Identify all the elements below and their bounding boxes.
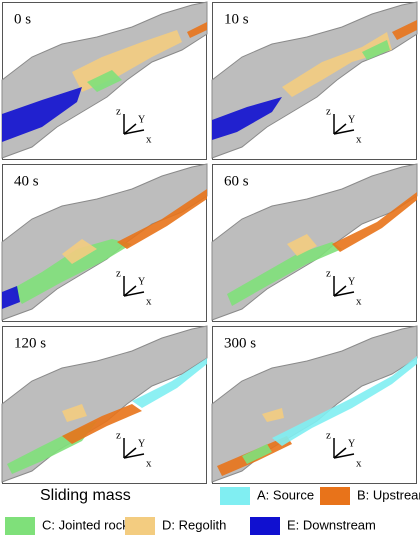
- axis-x: [333, 291, 355, 297]
- axis-z-label: z: [116, 268, 121, 280]
- sliding-mass: [132, 358, 207, 408]
- sliding-mass: [117, 189, 207, 249]
- axis-x-label: x: [146, 134, 152, 146]
- sliding-mass: [227, 242, 342, 306]
- sliding-mass: [242, 444, 272, 464]
- legend-swatch: [220, 487, 250, 505]
- axis-z-label: z: [326, 268, 331, 280]
- time-label: 300 s: [224, 335, 256, 351]
- legend-swatch: [250, 517, 280, 535]
- axis-y-label: Y: [348, 438, 355, 449]
- axis-x-label: x: [146, 458, 152, 470]
- sliding-mass: [12, 239, 132, 304]
- sliding-mass: [282, 32, 392, 97]
- time-label: 40 s: [14, 173, 39, 189]
- sliding-mass: [2, 87, 82, 142]
- axis-z-label: z: [116, 106, 121, 118]
- legend-swatch: [125, 517, 155, 535]
- panel: 40 s z Yx: [1, 163, 208, 322]
- time-label: 10 s: [224, 11, 249, 27]
- sliding-mass: [87, 70, 122, 92]
- axis-y-label: Y: [348, 114, 355, 125]
- axis-y: [333, 447, 347, 459]
- legend-title: Sliding mass: [40, 487, 131, 504]
- time-label: 120 s: [14, 335, 46, 351]
- sliding-mass: [212, 97, 282, 140]
- sliding-mass: [392, 20, 417, 40]
- axis-z-label: z: [116, 430, 121, 442]
- legend-swatch: [5, 517, 35, 535]
- axis-y-label: Y: [138, 114, 145, 125]
- axis-y: [123, 123, 137, 135]
- axis-y: [123, 285, 137, 297]
- sliding-mass: [272, 356, 417, 446]
- legend-label: A: Source: [257, 487, 314, 502]
- axis-y-label: Y: [348, 276, 355, 287]
- time-label: 60 s: [224, 173, 249, 189]
- sliding-mass: [62, 404, 87, 422]
- sliding-mass: [362, 40, 390, 60]
- time-label: 0 s: [14, 11, 31, 27]
- sliding-mass: [187, 22, 207, 38]
- axis-y-label: Y: [138, 438, 145, 449]
- legend-swatch: [320, 487, 350, 505]
- panel: 0 s z Yx: [1, 1, 208, 160]
- axis-y: [333, 285, 347, 297]
- sliding-mass: [332, 192, 417, 252]
- sliding-mass: [2, 286, 20, 309]
- panel: 300 s z Yx: [211, 325, 418, 484]
- axis-x-label: x: [356, 134, 362, 146]
- axis-y: [123, 447, 137, 459]
- sliding-mass: [62, 404, 142, 444]
- axis-z-label: z: [326, 106, 331, 118]
- axis-x-label: x: [356, 296, 362, 308]
- legend-label: C: Jointed rock: [42, 517, 129, 532]
- sliding-mass: [262, 408, 284, 422]
- axis-y: [333, 123, 347, 135]
- sliding-mass: [62, 239, 97, 264]
- axis-x: [333, 453, 355, 459]
- legend-label: D: Regolith: [162, 517, 226, 532]
- axis-y-label: Y: [138, 276, 145, 287]
- panel: 10 s z Yx: [211, 1, 418, 160]
- axis-x: [123, 291, 145, 297]
- axis-z-label: z: [326, 430, 331, 442]
- sliding-mass: [287, 234, 317, 256]
- axis-x: [123, 453, 145, 459]
- panel: 120 s z Yx: [1, 325, 208, 484]
- axis-x: [333, 129, 355, 135]
- legend-label: E: Downstream: [287, 517, 376, 532]
- axis-x-label: x: [356, 458, 362, 470]
- legend-label: B: Upstream: [357, 487, 420, 502]
- axis-x-label: x: [146, 296, 152, 308]
- axis-x: [123, 129, 145, 135]
- panel: 60 s z Yx: [211, 163, 418, 322]
